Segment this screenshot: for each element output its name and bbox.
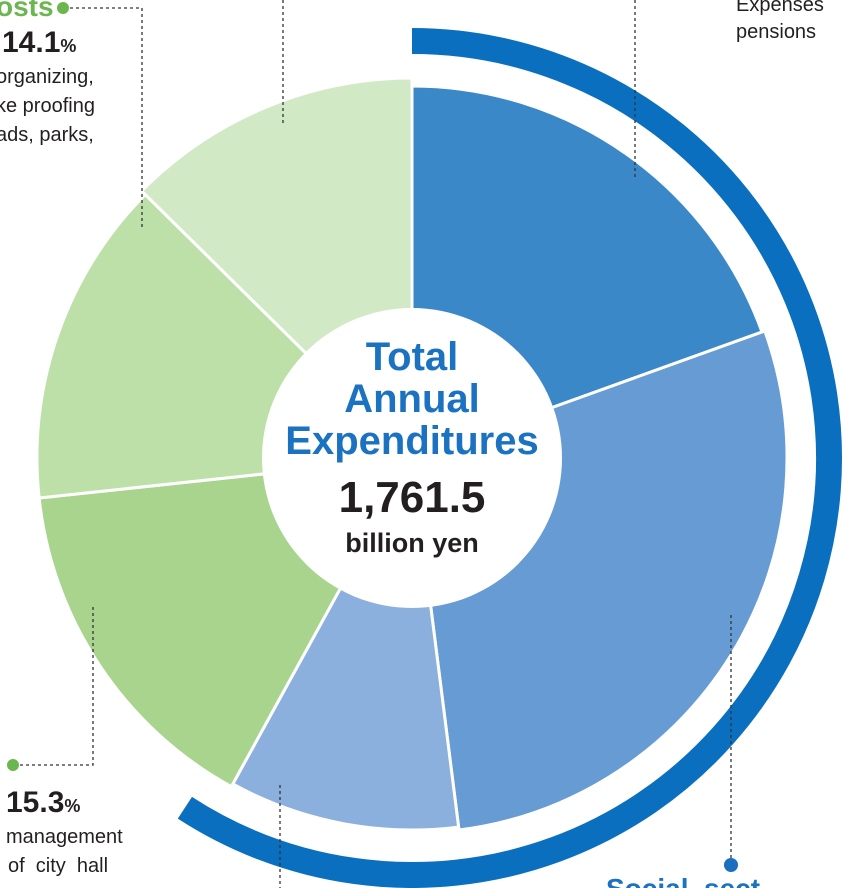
center-label: Total Annual Expenditures 1,761.5 billio… xyxy=(285,335,538,558)
leader-line-management xyxy=(14,605,94,766)
label-social: Expenses pensions Social sect xyxy=(606,0,824,888)
social-heading: Social sect xyxy=(606,873,760,888)
total-value: 1,761.5 xyxy=(339,473,486,522)
construction-percent: 14.1% xyxy=(2,26,76,59)
construction-dot xyxy=(57,2,69,14)
construction-heading: osts xyxy=(0,0,54,22)
social-dot xyxy=(724,858,738,872)
management-dot xyxy=(7,759,19,771)
label-management: 15.3% management of city hall xyxy=(6,786,123,877)
center-title-line-2: Annual xyxy=(344,377,480,421)
center-hole xyxy=(262,308,562,608)
center-title-line-1: Total xyxy=(366,335,459,379)
management-desc-1: management xyxy=(6,826,123,848)
total-unit: billion yen xyxy=(345,528,479,558)
construction-desc-2: ke proofing xyxy=(0,95,95,117)
construction-desc-3: ads, parks, xyxy=(0,124,94,146)
label-construction: osts 14.1% organizing, ke proofing ads, … xyxy=(0,0,95,146)
social-desc-2: pensions xyxy=(736,21,816,43)
social-desc-1: Expenses xyxy=(736,0,824,16)
center-title-line-3: Expenditures xyxy=(285,419,538,463)
management-desc-2: of city hall xyxy=(8,855,108,877)
management-percent: 15.3% xyxy=(6,786,80,819)
leader-line-construction xyxy=(70,7,143,230)
social-security-outer-arc xyxy=(177,28,842,888)
leader-lines xyxy=(14,0,732,888)
construction-desc-1: organizing, xyxy=(0,66,94,88)
